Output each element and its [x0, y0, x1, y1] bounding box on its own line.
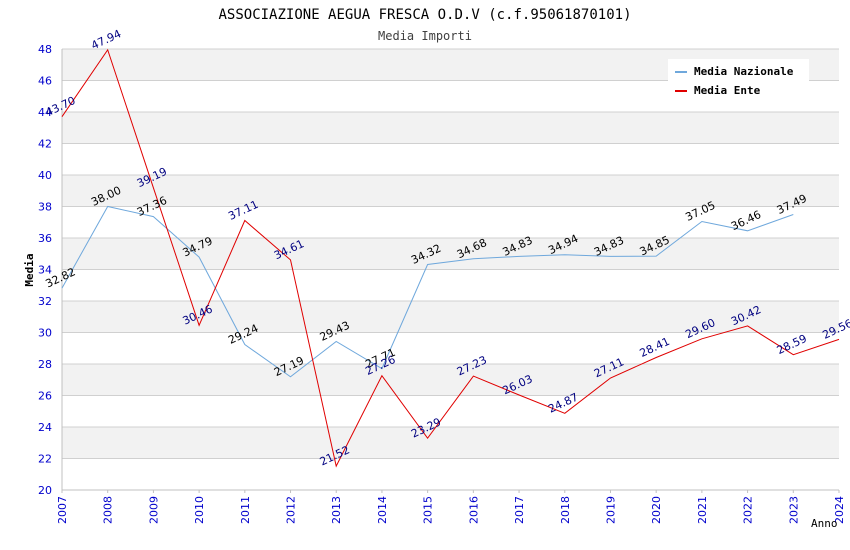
plot-band: [62, 206, 839, 238]
y-tick-label: 34: [38, 264, 52, 277]
plot-band: [62, 238, 839, 270]
x-tick-label: 2008: [102, 496, 115, 524]
y-tick-label: 44: [38, 106, 52, 119]
y-axis-ticks: 20 22 24 26 28 30 32 34 36 38 40 42 44 46 48: [38, 43, 52, 497]
chart-title: ASSOCIAZIONE AEGUA FRESCA O.D.V (c.f.950…: [218, 7, 631, 23]
y-tick-label: 48: [38, 43, 52, 56]
x-tick-label: 2009: [147, 496, 160, 524]
series-line-ente: [61, 48, 840, 468]
y-axis-label: Media: [23, 253, 36, 286]
x-tick-label: 2020: [650, 496, 663, 524]
y-tick-label: 22: [38, 453, 52, 466]
gridlines: [62, 48, 839, 491]
axes: [61, 49, 839, 491]
y-tick-label: 28: [38, 358, 52, 371]
plot-band: [62, 143, 839, 175]
x-tick-label: 2021: [696, 496, 709, 524]
plot-band: [62, 301, 839, 333]
x-axis-label: Anno: [811, 517, 838, 530]
x-tick-label: 2013: [330, 496, 343, 524]
x-tick-label: 2022: [742, 496, 755, 524]
y-tick-label: 20: [38, 484, 52, 497]
plot-band: [62, 395, 839, 427]
y-tick-label: 24: [38, 421, 52, 434]
data-series: [61, 48, 840, 468]
y-tick-label: 42: [38, 138, 52, 151]
plot-band: [62, 332, 839, 364]
x-tick-label: 2017: [513, 496, 526, 524]
chart-subtitle: Media Importi: [378, 29, 472, 43]
legend: Media Nazionale Media Ente: [668, 59, 809, 103]
legend-box: [668, 59, 809, 103]
x-tick-label: 2018: [559, 496, 572, 524]
x-tick-label: 2024: [833, 496, 846, 524]
y-tick-label: 36: [38, 232, 52, 245]
plot-band: [62, 175, 839, 207]
y-tick-label: 30: [38, 327, 52, 340]
plot-band: [62, 269, 839, 301]
y-tick-label: 46: [38, 75, 52, 88]
x-tick-label: 2023: [787, 496, 800, 524]
x-axis-ticks: 2007 2008 2009 2010 2011 2012 2013 2014 2015 2016…: [56, 490, 846, 524]
x-tick-label: 2016: [467, 496, 480, 524]
y-tick-label: 40: [38, 169, 52, 182]
y-tick-label: 32: [38, 295, 52, 308]
plot-band: [62, 458, 839, 490]
y-tick-label: 26: [38, 390, 52, 403]
plot-band: [62, 112, 839, 144]
x-tick-label: 2011: [239, 496, 252, 524]
y-tick-label: 38: [38, 201, 52, 214]
plot-band: [62, 364, 839, 396]
plot-band: [62, 427, 839, 459]
x-tick-label: 2014: [376, 496, 389, 524]
x-tick-label: 2012: [285, 496, 298, 524]
legend-label-ente: Media Ente: [694, 84, 761, 97]
x-tick-label: 2019: [604, 496, 617, 524]
x-tick-label: 2010: [193, 496, 206, 524]
x-tick-label: 2015: [422, 496, 435, 524]
legend-label-nazionale: Media Nazionale: [694, 65, 794, 78]
series-line-nazionale: [61, 205, 794, 378]
plot-background: [62, 49, 839, 490]
x-tick-label: 2007: [56, 496, 69, 524]
